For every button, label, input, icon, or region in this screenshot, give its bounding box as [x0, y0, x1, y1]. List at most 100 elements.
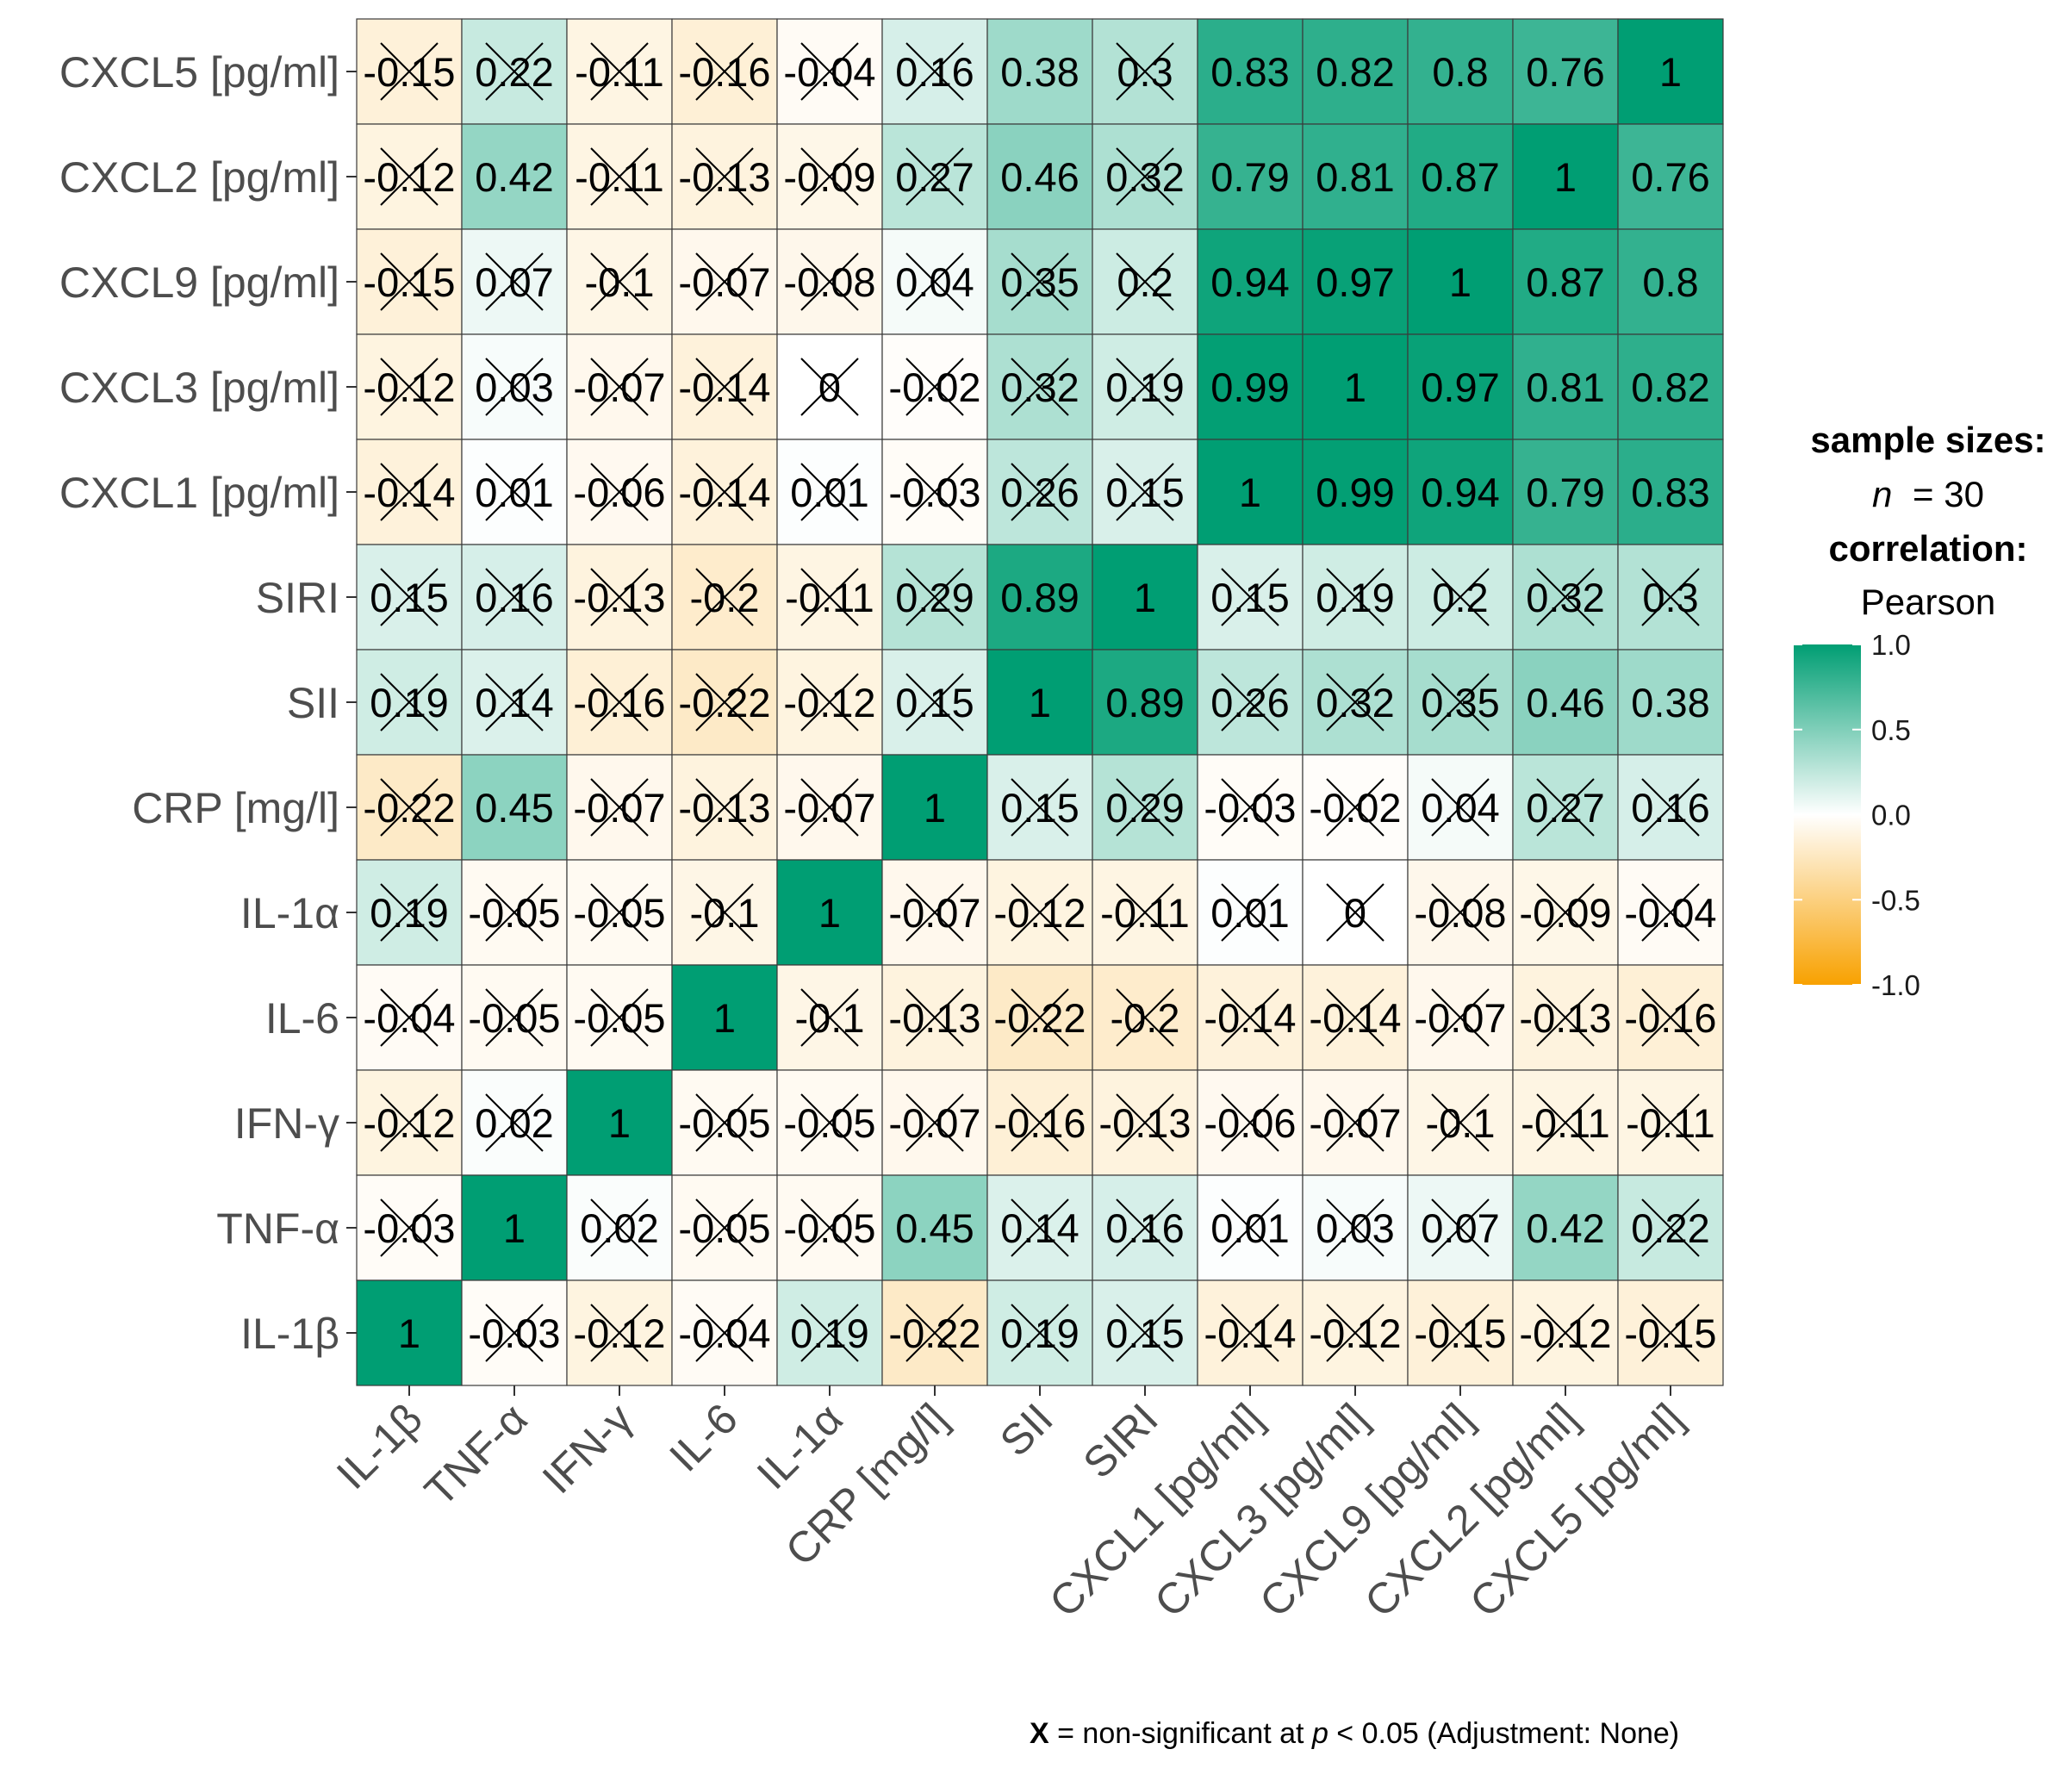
- heatmap-cell: [1512, 123, 1619, 230]
- legend-correlation-method: Pearson: [1861, 582, 1995, 622]
- nonsignificant-cross: [590, 147, 649, 206]
- nonsignificant-cross: [1326, 778, 1384, 837]
- heatmap-cell: [881, 754, 988, 861]
- nonsignificant-cross: [1431, 673, 1490, 731]
- y-tick-label: CXCL9 [pg/ml]: [59, 258, 339, 307]
- x-tick-label: TNF-α: [415, 1394, 537, 1516]
- nonsignificant-cross: [800, 568, 859, 626]
- nonsignificant-cross: [905, 252, 964, 311]
- heatmap-cell: [1617, 228, 1724, 335]
- nonsignificant-cross: [380, 42, 439, 101]
- x-tick-label: IFN-γ: [533, 1394, 642, 1503]
- nonsignificant-cross: [590, 1198, 649, 1257]
- nonsignificant-cross: [1221, 778, 1279, 837]
- y-tick-label: CXCL1 [pg/ml]: [59, 469, 339, 517]
- cell-value-label: 0.38: [1631, 680, 1709, 725]
- heatmap-cell: [1302, 228, 1409, 335]
- nonsignificant-cross: [695, 463, 754, 521]
- nonsignificant-cross: [380, 1093, 439, 1152]
- nonsignificant-cross: [695, 1198, 754, 1257]
- legend-sample-size-title: sample sizes:: [1810, 420, 2045, 460]
- nonsignificant-cross: [1641, 988, 1700, 1047]
- heatmap-cell: [1617, 333, 1724, 440]
- nonsignificant-cross: [380, 1198, 439, 1257]
- nonsignificant-cross: [590, 463, 649, 521]
- nonsignificant-cross: [590, 1304, 649, 1362]
- y-tick-label: SII: [287, 679, 339, 727]
- heatmap-cell: [881, 1174, 988, 1281]
- nonsignificant-cross: [800, 778, 859, 837]
- cell-value-label: 0.8: [1432, 49, 1488, 95]
- nonsignificant-cross: [1011, 1198, 1069, 1257]
- nonsignificant-cross: [1011, 463, 1069, 521]
- cell-value-label: 0.45: [475, 785, 553, 831]
- nonsignificant-cross: [485, 1093, 544, 1152]
- nonsignificant-cross: [1116, 778, 1174, 837]
- nonsignificant-cross: [1536, 1304, 1595, 1362]
- caption-text-a: = non-significant at: [1049, 1717, 1312, 1750]
- nonsignificant-cross: [695, 778, 754, 837]
- y-tick-label: CXCL5 [pg/ml]: [59, 48, 339, 96]
- nonsignificant-cross: [1221, 988, 1279, 1047]
- nonsignificant-cross: [485, 1304, 544, 1362]
- nonsignificant-cross: [905, 358, 964, 416]
- nonsignificant-cross: [1011, 778, 1069, 837]
- nonsignificant-cross: [1116, 988, 1174, 1047]
- cell-value-label: 0.82: [1631, 364, 1709, 410]
- nonsignificant-cross: [485, 883, 544, 942]
- nonsignificant-cross: [1221, 568, 1279, 626]
- nonsignificant-cross: [485, 673, 544, 731]
- cell-value-label: 1: [818, 890, 841, 936]
- heatmap-cell: [1512, 1174, 1619, 1281]
- cell-value-label: 0.81: [1526, 364, 1604, 410]
- legend-tick-label: 0.5: [1871, 714, 1911, 746]
- nonsignificant-cross: [1536, 778, 1595, 837]
- cell-value-label: 0.46: [1000, 154, 1079, 200]
- nonsignificant-cross: [1116, 1198, 1174, 1257]
- nonsignificant-cross: [1221, 673, 1279, 731]
- nonsignificant-cross: [800, 42, 859, 101]
- cell-value-label: 0.8: [1642, 259, 1698, 305]
- nonsignificant-cross: [1641, 1304, 1700, 1362]
- nonsignificant-cross: [800, 1198, 859, 1257]
- heatmap-cell: [986, 649, 1093, 756]
- heatmap-cell: [1617, 439, 1724, 545]
- heatmap-cell: [986, 1279, 1093, 1386]
- cell-value-label: 1: [1659, 49, 1682, 95]
- nonsignificant-cross: [1641, 1198, 1700, 1257]
- nonsignificant-cross: [1536, 988, 1595, 1047]
- y-axis: CXCL5 [pg/ml] CXCL2 [pg/ml] CXCL9 [pg/ml] C…: [59, 48, 357, 1358]
- nonsignificant-cross: [380, 568, 439, 626]
- legend-colorbar: [1794, 644, 1861, 985]
- nonsignificant-cross: [800, 988, 859, 1047]
- nonsignificant-cross: [800, 673, 859, 731]
- nonsignificant-cross: [590, 883, 649, 942]
- nonsignificant-cross: [695, 673, 754, 731]
- legend-tick-label: -1.0: [1871, 969, 1920, 1001]
- nonsignificant-cross: [380, 778, 439, 837]
- y-tick-label: IFN-γ: [234, 1099, 339, 1148]
- legend-tick-label: -0.5: [1871, 884, 1920, 916]
- nonsignificant-cross: [1221, 1093, 1279, 1152]
- nonsignificant-cross: [800, 1093, 859, 1152]
- cell-labels: -0.150.22-0.11-0.16-0.040.160.380.30.830…: [363, 49, 1716, 1356]
- nonsignificant-cross: [1326, 1304, 1384, 1362]
- cell-value-label: 0.76: [1631, 154, 1709, 200]
- cell-value-label: 0.94: [1210, 259, 1289, 305]
- caption-p-symbol: p: [1311, 1717, 1328, 1750]
- nonsignificant-cross: [695, 42, 754, 101]
- nonsignificant-cross: [1536, 568, 1595, 626]
- nonsignificant-cross: [905, 883, 964, 942]
- cell-value-label: 0.94: [1421, 470, 1499, 515]
- nonsignificant-cross: [1221, 1198, 1279, 1257]
- legend-tick-label: 1.0: [1871, 629, 1911, 661]
- legend-sample-size-value: n = 30: [1872, 474, 1984, 514]
- nonsignificant-cross: [1641, 568, 1700, 626]
- nonsignificant-cross: [800, 463, 859, 521]
- nonsignificant-cross: [1011, 1093, 1069, 1152]
- heatmap-cell: [986, 544, 1093, 651]
- y-tick-label: IL-1α: [240, 889, 339, 937]
- nonsignificant-cross: [1011, 252, 1069, 311]
- heatmap-cells: [356, 18, 1724, 1386]
